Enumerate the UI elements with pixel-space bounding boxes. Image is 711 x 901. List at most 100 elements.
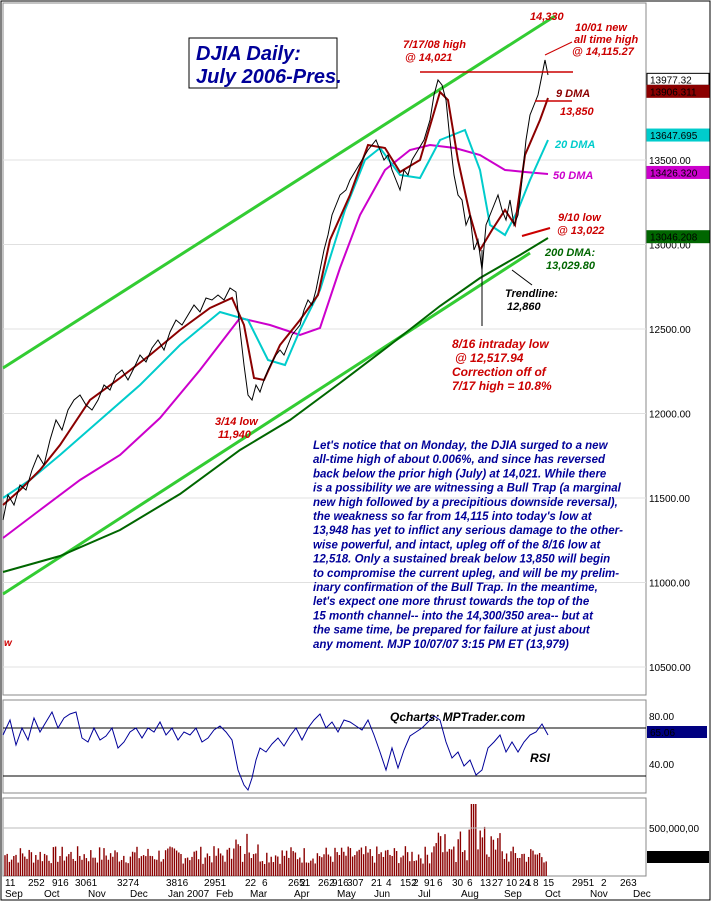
annotation-ma50: 50 DMA bbox=[553, 170, 593, 182]
x-day-label: 21 bbox=[371, 878, 383, 889]
x-month-label: Dec bbox=[130, 889, 148, 900]
rsi-panel bbox=[2, 699, 647, 794]
x-day-label: 2651 bbox=[288, 878, 311, 889]
x-day-label: 24 bbox=[519, 878, 531, 889]
x-day-label: 3816 bbox=[166, 878, 189, 889]
price-tag-label: 13647.695 bbox=[650, 131, 698, 142]
ma9-line bbox=[2, 90, 549, 506]
annotation-aug-low-1: 8/16 intraday low bbox=[452, 337, 549, 351]
x-day-label: 30 bbox=[347, 878, 359, 889]
price-tag-label: 13977.32 bbox=[650, 75, 692, 86]
x-month-label: Oct bbox=[44, 889, 60, 900]
volume-value-tag bbox=[647, 851, 709, 863]
annotation-trendline-1: Trendline: bbox=[505, 288, 558, 300]
x-axis-month-labels: Sep Oct Nov Dec Jan 2007 Feb Mar Apr May Jun Jul Au… bbox=[5, 889, 651, 900]
title-box bbox=[188, 37, 338, 89]
annotation-march-low-1: 3/14 low bbox=[215, 416, 259, 428]
x-day-label: 2 bbox=[601, 878, 607, 889]
price-tag-label: 13906.311 bbox=[650, 87, 697, 98]
annotation-aug-low-4: 7/17 high = 10.8% bbox=[452, 379, 552, 393]
annotation-channel-top: 14,330 bbox=[530, 11, 565, 23]
price-tick-label: 13000.00 bbox=[649, 241, 691, 252]
rsi-value-label: 65.06 bbox=[650, 728, 675, 739]
x-month-label: Mar bbox=[250, 889, 268, 900]
price-axis-ticks: 10500.00 11000.00 11500.00 12000.00 12500.00… bbox=[649, 156, 691, 674]
x-day-label: 6 bbox=[437, 878, 443, 889]
rsi-value-tag bbox=[647, 726, 707, 738]
x-day-label: 91 bbox=[424, 878, 436, 889]
x-day-label: 6 bbox=[467, 878, 473, 889]
commentary-line: wise powerful, and intact, upleg off of … bbox=[313, 539, 601, 551]
price-line bbox=[2, 59, 549, 521]
new-high-pointer bbox=[544, 41, 573, 56]
volume-tick: 500,000,00 bbox=[649, 824, 699, 835]
commentary-line: Let's notice that on Monday, the DJIA su… bbox=[313, 440, 609, 452]
price-panel bbox=[2, 2, 647, 696]
x-day-label: 2951 bbox=[572, 878, 595, 889]
x-day-label: 30 bbox=[452, 878, 464, 889]
annotation-trendline-2: 12,860 bbox=[507, 301, 542, 313]
x-month-label: Nov bbox=[88, 889, 106, 900]
x-day-label: 6 bbox=[262, 878, 268, 889]
annotation-ma20: 20 DMA bbox=[554, 139, 595, 151]
x-month-label: Apr bbox=[294, 889, 310, 900]
x-day-label: 13 bbox=[480, 878, 492, 889]
annotation-new-high-1: 10/01 new bbox=[575, 22, 628, 34]
chart-title-line1: DJIA Daily: bbox=[196, 43, 301, 65]
commentary-line: the same time, be prepared for failure a… bbox=[313, 625, 591, 637]
x-month-label: Sep bbox=[504, 889, 522, 900]
volume-bars bbox=[4, 804, 547, 876]
ma50-line bbox=[2, 143, 549, 539]
price-tick-label: 12500.00 bbox=[649, 325, 691, 336]
x-day-label: 2 bbox=[413, 878, 419, 889]
commentary-line: all-time high of about 0.006%, and since… bbox=[313, 454, 606, 466]
x-day-label: 7 bbox=[358, 878, 364, 889]
x-day-label: 2 bbox=[300, 878, 306, 889]
annotation-sept-low-2: @ 13,022 bbox=[557, 225, 604, 237]
x-day-label: 263 bbox=[620, 878, 637, 889]
ma200-line bbox=[2, 237, 549, 573]
commentary-line: any moment. MJP 10/07/07 3:15 PM ET (13,… bbox=[313, 639, 569, 651]
x-day-label: 1 bbox=[526, 878, 532, 889]
price-tag-box bbox=[646, 84, 710, 98]
annotation-ma200-1: 200 DMA: bbox=[544, 247, 595, 259]
commentary-line: new high followed by a precipitious down… bbox=[313, 497, 618, 509]
price-tag-box bbox=[646, 128, 710, 142]
commentary-line: 12,518. Only a sustained break below 13,… bbox=[313, 554, 610, 566]
price-tick-label: 13500.00 bbox=[649, 156, 691, 167]
annotation-aug-low-2: @ 12,517.94 bbox=[455, 351, 524, 365]
x-day-label: 2951 bbox=[204, 878, 227, 889]
x-month-label: Jan 2007 bbox=[168, 889, 210, 900]
x-month-label: Sep bbox=[5, 889, 23, 900]
commentary-line: let's expect one more thrust towards the… bbox=[313, 596, 590, 608]
price-tick-label: 10500.00 bbox=[649, 663, 691, 674]
x-day-label: 4 bbox=[386, 878, 392, 889]
chart-title-line2: July 2006-Pres. bbox=[196, 66, 342, 88]
x-month-label: Jul bbox=[418, 889, 431, 900]
trendline-pointer bbox=[511, 269, 533, 286]
annotation-sept-low-1: 9/10 low bbox=[558, 212, 602, 224]
x-day-label: 3274 bbox=[117, 878, 140, 889]
rsi-credit: Qcharts: MPTrader.com bbox=[390, 710, 525, 724]
x-day-label: 3061 bbox=[75, 878, 98, 889]
commentary-text: Let's notice that on Monday, the DJIA su… bbox=[313, 440, 623, 651]
annotation-ma9: 9 DMA bbox=[556, 88, 590, 100]
annotation-july-high-1: 7/17/08 high bbox=[403, 39, 466, 51]
rsi-tick-label: 40.00 bbox=[649, 760, 674, 771]
price-tick-label: 11000.00 bbox=[649, 579, 690, 590]
price-grid bbox=[3, 159, 646, 668]
commentary-line: 15 month channel-- into the 14,300/350 a… bbox=[313, 610, 594, 622]
x-day-label: 27 bbox=[492, 878, 504, 889]
annotation-edge-w: w bbox=[4, 638, 13, 649]
x-day-label: 252 bbox=[28, 878, 45, 889]
commentary-line: is a possibility we are witnessing a Bul… bbox=[313, 483, 622, 495]
x-day-label: 916 bbox=[332, 878, 349, 889]
commentary-line: to compromise the current upleg, and wil… bbox=[313, 568, 619, 580]
price-tag-label: 13046.208 bbox=[650, 233, 698, 244]
x-day-label: 262 bbox=[318, 878, 335, 889]
x-month-label: May bbox=[337, 889, 356, 900]
price-tag-box bbox=[646, 165, 710, 179]
